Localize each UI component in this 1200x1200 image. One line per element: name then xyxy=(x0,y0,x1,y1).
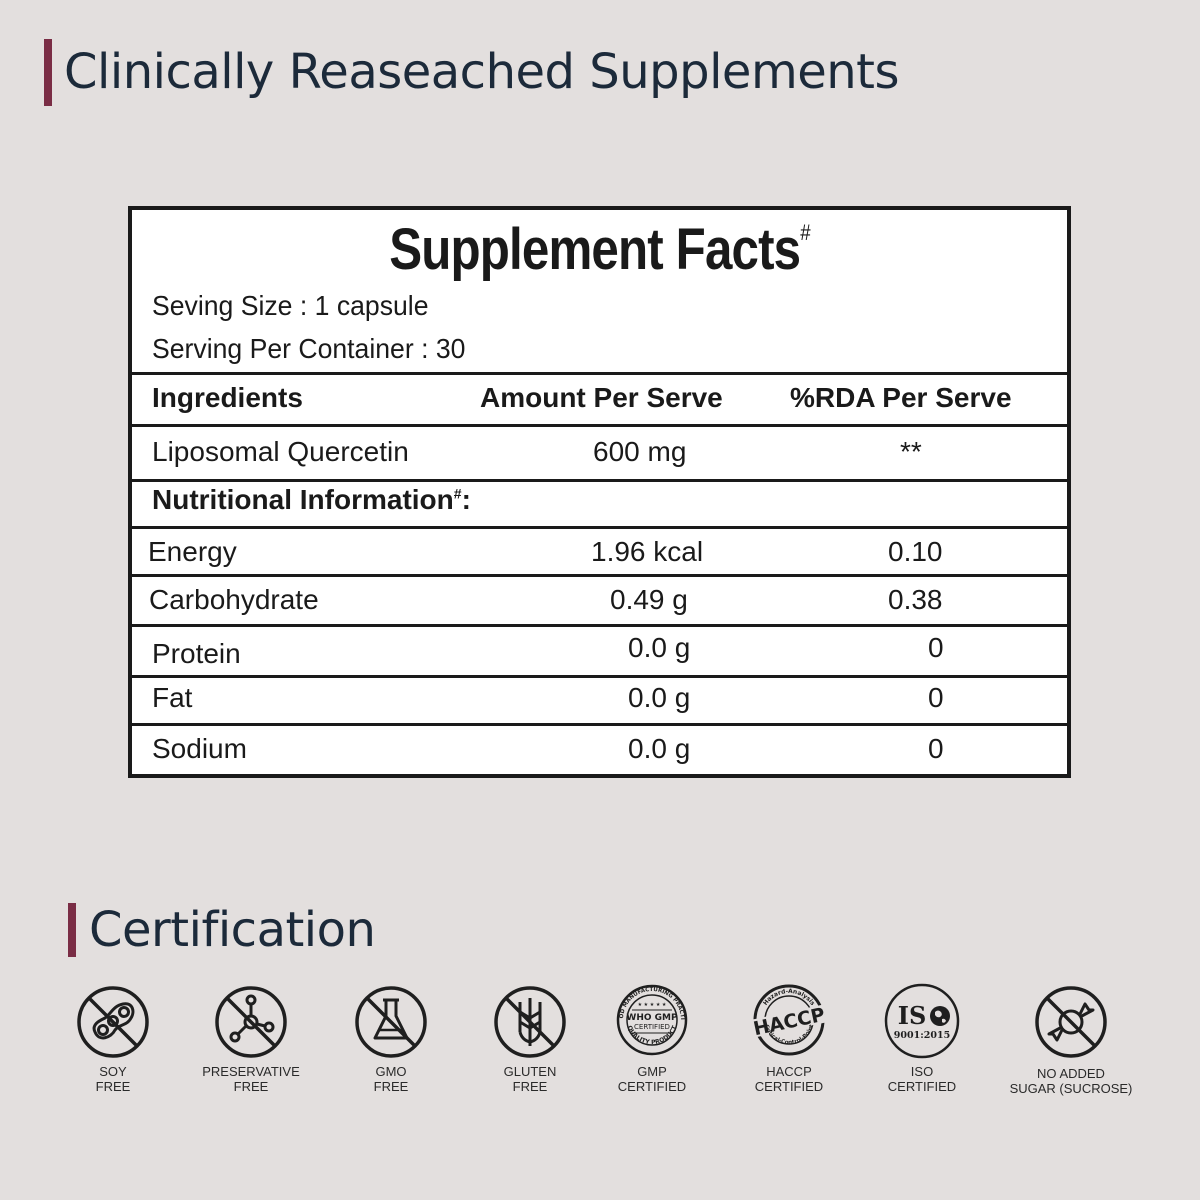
nutrient-amount: 1.96 kcal xyxy=(591,536,704,567)
haccp-certified-icon: Hazard-Analysis HACCP Critical-Control-P… xyxy=(752,984,827,1056)
page-title-text: Clinically Reaseached Supplements xyxy=(64,44,899,100)
cert-label-line1: GMP xyxy=(637,1064,667,1079)
nutrient-rda: 0 xyxy=(928,632,944,663)
column-header-ingredients: Ingredients xyxy=(152,382,303,413)
divider xyxy=(132,624,1067,627)
facts-title-mark: # xyxy=(800,220,810,245)
cert-label: GMO FREE xyxy=(316,1064,466,1094)
nutrient-amount: 0.49 g xyxy=(610,584,688,615)
ingredient-rda: ** xyxy=(900,436,922,467)
cert-label: GMP CERTIFIED xyxy=(577,1064,727,1094)
cert-preservative-free: PRESERVATIVE FREE xyxy=(176,984,326,1094)
svg-text:CERTIFIED: CERTIFIED xyxy=(634,1023,670,1031)
gmo-free-icon xyxy=(355,986,427,1058)
facts-title: Supplement Facts# xyxy=(202,216,997,283)
nutrient-name: Fat xyxy=(152,682,193,713)
ingredient-name: Liposomal Quercetin xyxy=(152,436,409,467)
cert-label-line1: NO ADDED xyxy=(1037,1066,1105,1081)
divider xyxy=(132,479,1067,482)
certification-title: Certification xyxy=(68,902,376,958)
cert-label-line1: SOY xyxy=(99,1064,127,1079)
cert-iso-certified: IS 9001:2015 ISO CERTIFIED xyxy=(847,982,997,1094)
divider xyxy=(132,526,1067,529)
nutrient-name: Sodium xyxy=(152,733,247,764)
cert-no-added-sugar: NO ADDED SUGAR (SUCROSE) xyxy=(996,984,1146,1096)
cert-gmp-certified: ★ ★ ★ ★ ★ WHO GMP CERTIFIED GOOD MANUFAC… xyxy=(577,982,727,1094)
preservative-free-icon xyxy=(215,986,287,1058)
cert-soy-free: SOY FREE xyxy=(38,984,188,1094)
divider xyxy=(132,675,1067,678)
cert-haccp-certified: Hazard-Analysis HACCP Critical-Control-P… xyxy=(714,982,864,1094)
cert-label-line2: FREE xyxy=(95,1079,131,1094)
page-title: Clinically Reaseached Supplements xyxy=(44,38,899,106)
divider xyxy=(132,574,1067,577)
certification-title-text: Certification xyxy=(89,902,376,958)
accent-bar xyxy=(44,38,52,106)
cert-label: NO ADDED SUGAR (SUCROSE) xyxy=(996,1066,1146,1096)
svg-text:WHO GMP: WHO GMP xyxy=(626,1013,678,1023)
nutrient-name: Protein xyxy=(152,638,241,669)
divider xyxy=(132,424,1067,427)
ingredient-amount: 600 mg xyxy=(593,436,687,467)
cert-label-line1: GLUTEN xyxy=(503,1064,557,1079)
cert-label-line2: CERTIFIED xyxy=(887,1079,957,1094)
nutrient-rda: 0 xyxy=(928,733,944,764)
supplement-facts-panel: Supplement Facts# Seving Size : 1 capsul… xyxy=(128,206,1071,778)
svg-text:IS: IS xyxy=(898,1001,927,1030)
svg-text:★ ★ ★ ★ ★: ★ ★ ★ ★ ★ xyxy=(638,1002,667,1008)
cert-gluten-free: GLUTEN FREE xyxy=(455,984,605,1094)
nutrition-heading-label: Nutritional Information xyxy=(152,484,454,515)
cert-label-line2: CERTIFIED xyxy=(754,1079,824,1094)
cert-label: SOY FREE xyxy=(38,1064,188,1094)
nutrient-name: Carbohydrate xyxy=(149,584,319,615)
column-header-amount: Amount Per Serve xyxy=(480,382,723,413)
nutrition-heading-text: Nutritional Information#: xyxy=(152,484,471,516)
cert-label-line2: FREE xyxy=(512,1079,548,1094)
nutrient-name: Energy xyxy=(148,536,237,567)
serving-size: Seving Size : 1 capsule xyxy=(152,290,429,321)
cert-label-line2: FREE xyxy=(373,1079,409,1094)
cert-label-line1: PRESERVATIVE xyxy=(202,1064,300,1079)
cert-label: ISO CERTIFIED xyxy=(847,1064,997,1094)
nutrient-rda: 0.10 xyxy=(888,536,943,567)
cert-label: PRESERVATIVE FREE xyxy=(176,1064,326,1094)
divider xyxy=(132,372,1067,375)
cert-label: HACCP CERTIFIED xyxy=(714,1064,864,1094)
cert-label-line1: ISO xyxy=(910,1064,934,1079)
cert-gmo-free: GMO FREE xyxy=(316,984,466,1094)
accent-bar xyxy=(68,903,76,957)
cert-label-line1: GMO xyxy=(375,1064,407,1079)
cert-label-line2: CERTIFIED xyxy=(617,1079,687,1094)
facts-title-text: Supplement Facts xyxy=(389,217,801,282)
svg-text:HACCP: HACCP xyxy=(752,1004,827,1041)
divider xyxy=(132,723,1067,726)
cert-label-line1: HACCP xyxy=(766,1064,812,1079)
svg-text:9001:2015: 9001:2015 xyxy=(894,1030,950,1041)
nutrient-rda: 0.38 xyxy=(888,584,943,615)
iso-certified-icon: IS 9001:2015 xyxy=(884,983,960,1059)
gluten-free-icon xyxy=(494,986,566,1058)
nutrient-amount: 0.0 g xyxy=(628,632,691,663)
nutrient-amount: 0.0 g xyxy=(628,733,691,764)
nutrition-heading-mark: # xyxy=(453,485,462,502)
column-header-rda: %RDA Per Serve xyxy=(790,382,1012,413)
nutrient-amount: 0.0 g xyxy=(628,682,691,713)
nutrition-heading-colon: : xyxy=(461,484,471,515)
no-added-sugar-icon xyxy=(1035,986,1107,1058)
certification-list: SOY FREE PRESERVATIVE FREE xyxy=(0,980,1200,1110)
soy-free-icon xyxy=(77,986,149,1058)
servings-per-container: Serving Per Container : 30 xyxy=(152,333,466,364)
cert-label: GLUTEN FREE xyxy=(455,1064,605,1094)
gmp-certified-icon: ★ ★ ★ ★ ★ WHO GMP CERTIFIED GOOD MANUFAC… xyxy=(614,982,688,1056)
cert-label-line2: SUGAR (SUCROSE) xyxy=(1009,1081,1133,1096)
cert-label-line2: FREE xyxy=(233,1079,269,1094)
nutrient-rda: 0 xyxy=(928,682,944,713)
